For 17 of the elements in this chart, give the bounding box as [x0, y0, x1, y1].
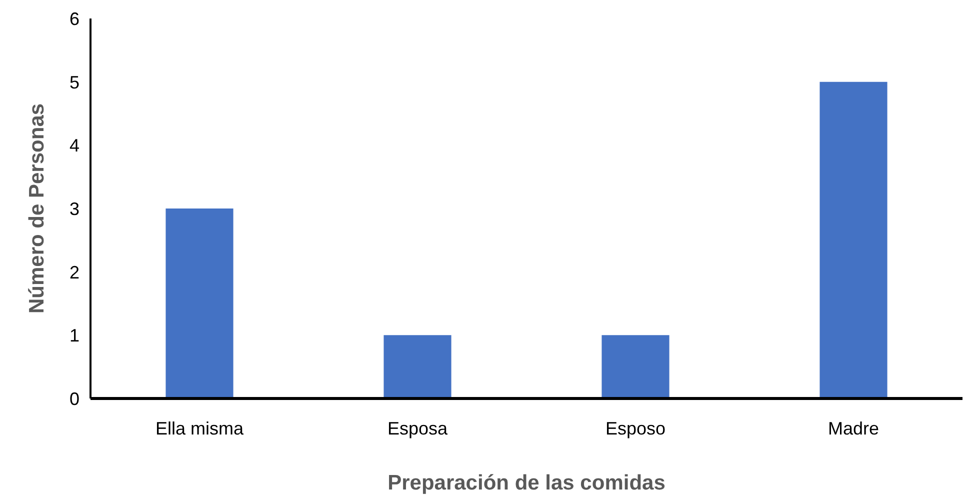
y-tick-label: 3 — [69, 199, 80, 219]
y-tick-label: 6 — [69, 9, 80, 29]
y-tick-label: 2 — [69, 262, 80, 282]
x-tick-label: Esposo — [605, 418, 666, 438]
y-tick-label: 5 — [69, 72, 80, 92]
x-tick-label: Ella misma — [155, 418, 244, 438]
bar — [602, 335, 670, 398]
x-tick-label: Madre — [828, 418, 880, 438]
x-tick-label: Esposa — [387, 418, 449, 438]
y-axis-title: Número de Personas — [25, 103, 48, 314]
bar — [820, 82, 888, 398]
y-tick-label: 1 — [69, 326, 80, 346]
y-tick-label: 4 — [69, 136, 80, 156]
x-axis-title: Preparación de las comidas — [388, 472, 666, 494]
y-tick-label: 0 — [69, 389, 80, 409]
bar — [384, 335, 452, 398]
bar — [166, 208, 234, 398]
